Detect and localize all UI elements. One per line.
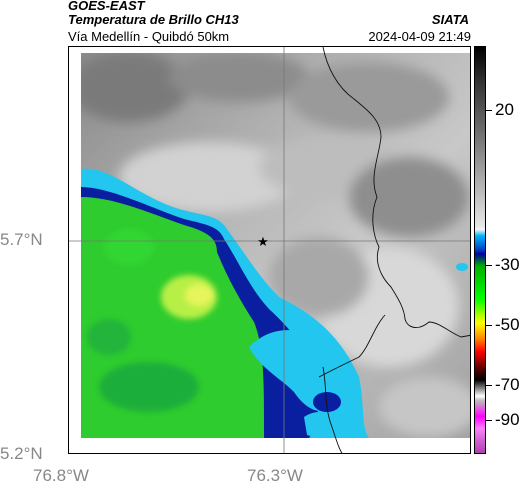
cold-cloud-mass xyxy=(81,168,468,438)
y-tick-5-2: 5.2°N xyxy=(0,444,43,463)
colorbar-tick xyxy=(486,385,492,386)
map-canvas: ★ xyxy=(69,47,470,453)
political-borders xyxy=(318,47,470,453)
colorbar-tick xyxy=(486,420,492,421)
satellite-map: ★ xyxy=(68,46,471,454)
colorbar-tick xyxy=(486,265,492,266)
colorbar-label-minus-50: -50 xyxy=(495,315,520,334)
star-icon: ★ xyxy=(257,235,269,250)
timestamp: 2024-04-09 21:49 xyxy=(368,29,471,44)
x-tick-76-3: 76.3°W xyxy=(247,466,303,485)
y-tick-5-7: 5.7°N xyxy=(0,230,43,249)
colorbar-label-minus-30: -30 xyxy=(495,255,520,274)
location-subtitle: Vía Medellín - Quibdó 50km xyxy=(68,29,230,44)
x-tick-76-8: 76.8°W xyxy=(33,466,89,485)
colorbar xyxy=(474,46,486,454)
colorbar-tick xyxy=(486,325,492,326)
satellite-name: GOES-EAST xyxy=(68,0,145,13)
colorbar-label-minus-70: -70 xyxy=(495,375,520,394)
product-title: Temperatura de Brillo CH13 xyxy=(68,12,239,27)
gray-texture xyxy=(69,52,470,437)
colorbar-label-minus-90: -90 xyxy=(495,410,520,429)
colorbar-tick xyxy=(486,110,492,111)
agency-label: SIATA xyxy=(431,12,469,27)
colorbar-label-20: 20 xyxy=(495,100,514,119)
